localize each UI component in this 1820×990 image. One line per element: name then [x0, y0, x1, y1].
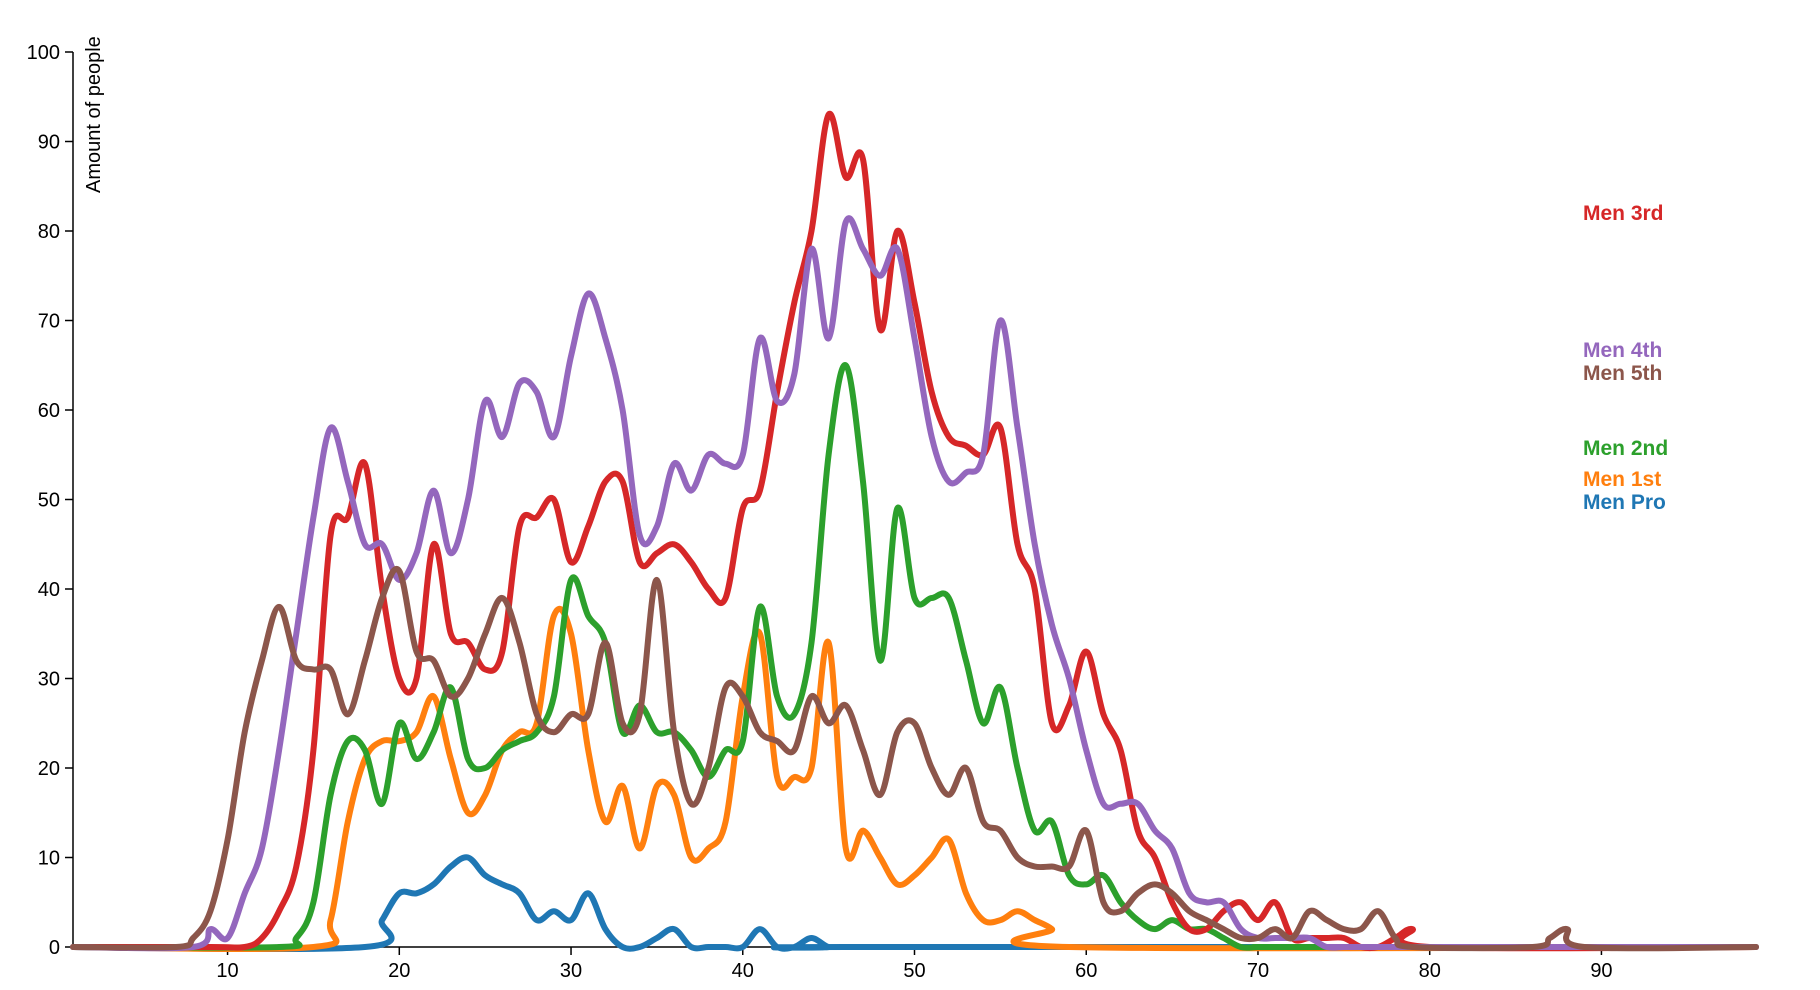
series-line-men-pro: [70, 854, 1759, 952]
x-axis: 10 20 30 40 50 60 70 80 90: [73, 946, 1756, 982]
legend-label-men-4th: Men 4th: [1583, 339, 1662, 362]
x-tick-label: 20: [388, 960, 410, 982]
legend-label-men-5th: Men 5th: [1583, 362, 1662, 385]
x-tick-label: 30: [560, 960, 582, 982]
series-line-men-1st: [70, 606, 1759, 952]
y-axis: 0 10 20 30 40 50 60 70 80 90 100: [27, 42, 74, 959]
y-tick-label: 50: [38, 490, 60, 512]
legend-label-men-1st: Men 1st: [1583, 468, 1661, 491]
x-tick-label: 60: [1075, 960, 1097, 982]
series-line-men-2nd: [70, 362, 1759, 951]
y-tick-label: 60: [38, 400, 60, 422]
legend-label-men-2nd: Men 2nd: [1583, 437, 1668, 460]
y-tick-label: 10: [38, 848, 60, 870]
series-line-men-5th: [70, 566, 1759, 952]
x-tick-label: 50: [903, 960, 925, 982]
x-tick-label: 40: [732, 960, 754, 982]
series-line-men-3rd: [70, 110, 1759, 952]
x-tick-label: 80: [1419, 960, 1441, 982]
y-tick-label: 90: [38, 132, 60, 154]
y-tick-label: 70: [38, 311, 60, 333]
y-tick-label: 100: [27, 42, 60, 64]
y-tick-label: 80: [38, 221, 60, 243]
y-tick-label: 30: [38, 669, 60, 691]
y-axis-title: Amount of people: [83, 36, 105, 193]
y-tick-label: 20: [38, 758, 60, 780]
legend-label-men-pro: Men Pro: [1583, 491, 1666, 514]
series-line-men-4th: [70, 215, 1759, 952]
y-tick-label: 40: [38, 579, 60, 601]
legend-label-men-3rd: Men 3rd: [1583, 202, 1664, 225]
x-tick-label: 10: [216, 960, 238, 982]
x-tick-label: 90: [1590, 960, 1612, 982]
y-tick-label: 0: [49, 937, 60, 959]
x-tick-label: 70: [1247, 960, 1269, 982]
series-lines: [70, 110, 1759, 952]
